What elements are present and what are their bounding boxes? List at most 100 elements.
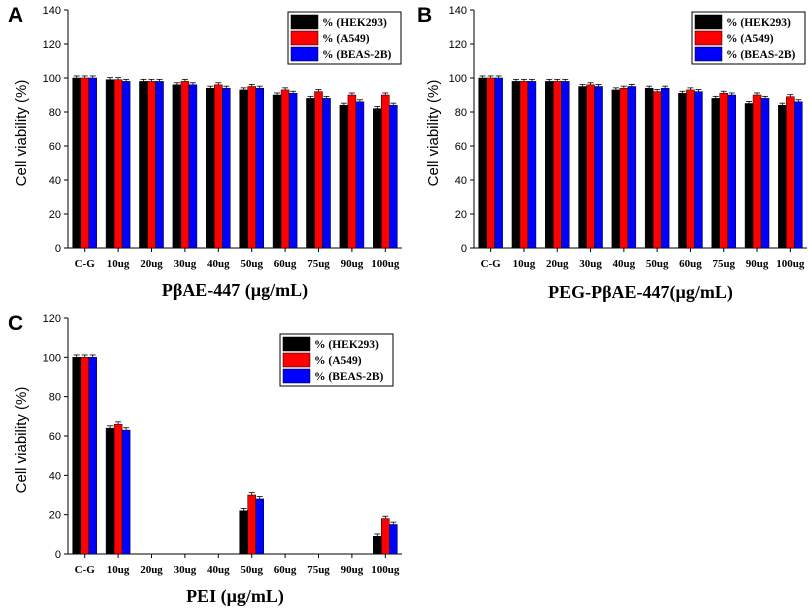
legend-swatch [282, 368, 311, 384]
bar-hek293-50ug [239, 510, 248, 555]
bar-hek293-100ug [778, 104, 787, 249]
y-tick-label: 60 [49, 431, 61, 443]
y-tick-label: 20 [49, 510, 61, 522]
y-tick-label: 100 [43, 352, 61, 364]
x-tick-label: 10ug [107, 258, 130, 270]
x-tick-label: 40ug [207, 258, 230, 270]
legend-label: % (BEAS-2B) [726, 49, 795, 61]
bar-hek293-cg [72, 77, 81, 249]
bar-a549-100ug [786, 96, 795, 249]
legend-label: % (A549) [314, 355, 362, 367]
bar-beas2b-100ug [794, 101, 803, 249]
bar-a549-cg [80, 357, 89, 555]
y-tick-label: 100 [43, 73, 61, 85]
panel-letter: B [417, 4, 432, 27]
bar-beas2b-10ug [121, 81, 131, 249]
legend-label: % (A549) [726, 33, 774, 45]
x-tick-label: 100ug [371, 258, 400, 270]
x-tick-label: 40ug [207, 564, 230, 576]
x-tick-label: 50ug [646, 258, 669, 270]
x-tick-label: 10ug [107, 564, 130, 576]
bar-a549-50ug [247, 494, 256, 555]
bar-beas2b-cg [494, 77, 503, 249]
x-tick-label: 30ug [579, 258, 602, 270]
y-tick-label: 120 [43, 39, 61, 51]
bar-a549-90ug [347, 94, 357, 249]
y-axis-label: Cell viability (%) [425, 80, 442, 187]
legend-label: % (HEK293) [726, 17, 791, 29]
y-axis-label: Cell viability (%) [13, 387, 30, 494]
bar-beas2b-10ug [121, 429, 131, 555]
x-tick-label: 90ug [341, 258, 364, 270]
bar-beas2b-50ug [660, 87, 670, 249]
x-tick-label: 40ug [613, 258, 636, 270]
bar-beas2b-cg [88, 77, 97, 249]
legend-swatch [290, 14, 319, 30]
bar-hek293-20ug [139, 81, 148, 249]
legend-swatch [290, 30, 319, 46]
x-tick-label: 10ug [513, 258, 536, 270]
bar-a549-75ug [719, 93, 728, 249]
bar-hek293-100ug [373, 108, 382, 249]
bar-hek293-75ug [306, 98, 315, 249]
bar-a549-60ug [686, 89, 695, 249]
bar-a549-10ug [519, 81, 529, 249]
bar-hek293-60ug [678, 93, 687, 249]
x-tick-label: 30ug [174, 258, 197, 270]
legend-label: % (BEAS-2B) [322, 49, 391, 61]
x-tick-label: 60ug [274, 258, 297, 270]
bar-a549-75ug [314, 91, 323, 249]
legend-swatch [694, 14, 723, 30]
bar-hek293-30ug [172, 84, 182, 249]
x-tick-label: 20ug [140, 564, 163, 576]
y-tick-label: 60 [49, 141, 61, 153]
legend-swatch [282, 336, 311, 352]
y-tick-label: 60 [455, 141, 467, 153]
x-tick-label: 100ug [371, 564, 400, 576]
bar-hek293-90ug [339, 104, 349, 249]
y-tick-label: 20 [49, 209, 61, 221]
bar-hek293-20ug [545, 81, 554, 249]
panel-letter: A [8, 4, 23, 27]
bar-hek293-60ug [272, 94, 282, 249]
bar-a549-90ug [752, 94, 762, 249]
bar-beas2b-100ug [389, 524, 398, 555]
legend-swatch [290, 46, 319, 62]
x-tick-label: 90ug [746, 258, 769, 270]
legend-label: % (HEK293) [314, 339, 379, 351]
bar-a549-20ug [147, 81, 156, 249]
y-tick-label: 140 [449, 5, 467, 17]
x-axis-title: PβAE-447 (µg/mL) [162, 280, 308, 301]
bar-beas2b-30ug [188, 84, 198, 249]
x-axis-title: PEI (µg/mL) [186, 586, 284, 607]
bar-beas2b-50ug [255, 498, 264, 555]
bar-a549-100ug [381, 518, 390, 555]
bar-a549-100ug [381, 94, 390, 249]
bar-a549-40ug [619, 87, 629, 249]
bar-hek293-40ug [611, 89, 621, 249]
x-tick-label: 20ug [546, 258, 569, 270]
bar-beas2b-90ug [355, 101, 365, 249]
x-tick-label: 30ug [174, 564, 197, 576]
bar-beas2b-40ug [222, 87, 231, 249]
x-tick-label: C-G [75, 258, 96, 270]
bar-beas2b-60ug [694, 91, 703, 249]
legend-label: % (HEK293) [322, 17, 387, 29]
x-axis-title: PEG-PβAE-447(µg/mL) [548, 282, 733, 303]
y-tick-label: 120 [43, 313, 61, 325]
y-tick-label: 120 [449, 39, 467, 51]
y-tick-label: 20 [455, 209, 467, 221]
bar-a549-cg [486, 77, 495, 249]
y-tick-label: 40 [49, 470, 61, 482]
y-tick-label: 0 [55, 549, 61, 561]
bar-hek293-10ug [105, 427, 115, 555]
bar-hek293-100ug [373, 536, 382, 555]
bar-hek293-30ug [578, 86, 587, 249]
bar-hek293-40ug [206, 87, 215, 249]
bar-hek293-10ug [511, 81, 521, 249]
bar-beas2b-40ug [627, 86, 637, 249]
bar-beas2b-cg [88, 357, 97, 555]
y-tick-label: 140 [43, 5, 61, 17]
y-tick-label: 80 [49, 392, 61, 404]
y-tick-label: 0 [55, 243, 61, 255]
